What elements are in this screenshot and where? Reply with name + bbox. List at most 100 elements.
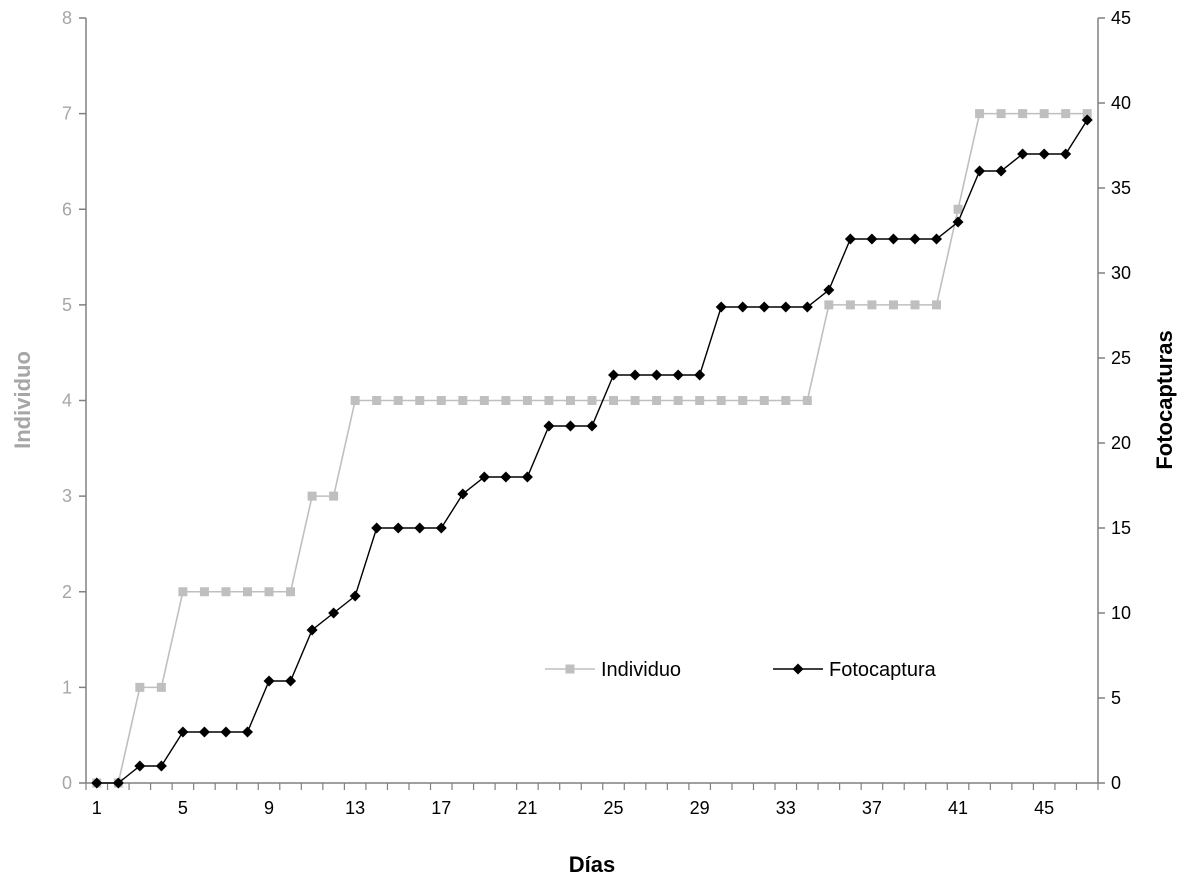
individuo-point: [479, 396, 489, 405]
fotocaptura-point: [608, 369, 620, 381]
x-tick-label: 21: [517, 798, 537, 818]
fotocaptura-point: [1081, 114, 1093, 126]
left-tick-label: 2: [62, 582, 72, 602]
x-tick-label: 13: [345, 798, 365, 818]
left-tick-label: 7: [62, 104, 72, 124]
fotocaptura-point: [392, 522, 404, 534]
individuo-point: [996, 109, 1006, 119]
x-tick-label: 17: [431, 798, 451, 818]
fotocaptura-point: [500, 471, 512, 483]
individuo-point: [565, 396, 575, 405]
x-tick-label: 29: [690, 798, 710, 818]
individuo-point: [759, 396, 769, 405]
individuo-point: [802, 396, 812, 405]
fotocaptura-point: [371, 522, 383, 534]
left-tick-label: 3: [62, 486, 72, 506]
individuo-point: [673, 396, 683, 405]
right-tick-label: 15: [1111, 518, 1131, 538]
individuo-point: [1018, 109, 1028, 119]
individuo-point: [910, 300, 920, 310]
x-axis-title: Días: [569, 852, 615, 877]
fotocaptura-point: [91, 777, 103, 789]
individuo-point: [867, 300, 877, 310]
individuo-point: [888, 300, 898, 310]
fotocaptura-point: [198, 726, 210, 738]
individuo-point: [286, 587, 296, 597]
fotocaptura-point: [758, 301, 770, 313]
right-axis-title: Fotocapturas: [1152, 330, 1177, 469]
individuo-point: [1082, 109, 1092, 119]
fotocaptura-point: [844, 233, 856, 245]
fotocaptura-point: [177, 726, 189, 738]
individuo-point: [135, 682, 145, 692]
series-layer: [91, 109, 1093, 789]
fotocaptura-point: [564, 420, 576, 432]
fotocaptura-point: [349, 590, 361, 602]
right-tick-label: 25: [1111, 348, 1131, 368]
series-fotocaptura: [91, 114, 1093, 789]
right-tick-label: 10: [1111, 603, 1131, 623]
left-tick-label: 1: [62, 677, 72, 697]
left-tick-label: 6: [62, 199, 72, 219]
individuo-point: [738, 396, 748, 405]
individuo-point: [845, 300, 855, 310]
individuo-point: [522, 396, 532, 405]
right-tick-label: 5: [1111, 688, 1121, 708]
fotocaptura-point: [887, 233, 899, 245]
fotocaptura-point: [672, 369, 684, 381]
individuo-point: [695, 396, 705, 405]
right-tick-label: 35: [1111, 178, 1131, 198]
x-tick-label: 45: [1034, 798, 1054, 818]
legend-item-fotocaptura: Fotocaptura: [773, 659, 937, 681]
individuo-point: [221, 587, 231, 597]
fotocaptura-point: [715, 301, 727, 313]
individuo-point: [156, 682, 166, 692]
fotocaptura-point: [263, 675, 275, 687]
individuo-point: [415, 396, 425, 405]
fotocaptura-point: [931, 233, 943, 245]
left-tick-label: 0: [62, 773, 72, 793]
individuo-point: [393, 396, 403, 405]
individuo-point: [630, 396, 640, 405]
fotocaptura-point: [220, 726, 232, 738]
legend: Individuo Fotocaptura: [545, 659, 937, 681]
fotocaptura-point: [241, 726, 253, 738]
individuo-point: [350, 396, 360, 405]
fotocaptura-point: [866, 233, 878, 245]
individuo-point: [329, 491, 339, 501]
individuo-point: [458, 396, 468, 405]
left-tick-label: 4: [62, 391, 72, 411]
fotocaptura-point: [435, 522, 447, 534]
left-tick-label: 8: [62, 8, 72, 28]
fotocaptura-point: [155, 760, 167, 772]
fotocaptura-point: [1060, 148, 1072, 160]
individuo-point: [953, 204, 963, 214]
fotocaptura-point: [823, 284, 835, 296]
individuo-point: [199, 587, 209, 597]
fotocaptura-point: [1038, 148, 1050, 160]
fotocaptura-point: [285, 675, 297, 687]
fotocaptura-point: [629, 369, 641, 381]
individuo-point: [975, 109, 985, 119]
series-line-fotocaptura: [96, 119, 1088, 784]
fotocaptura-point: [586, 420, 598, 432]
fotocaptura-point: [995, 165, 1007, 177]
fotocaptura-point: [651, 369, 663, 381]
x-tick-label: 25: [604, 798, 624, 818]
fotocaptura-point: [543, 420, 555, 432]
individuo-point: [242, 587, 252, 597]
individuo-point: [609, 396, 619, 405]
individuo-point: [587, 396, 597, 405]
fotocaptura-point: [737, 301, 749, 313]
right-tick-label: 45: [1111, 8, 1131, 28]
individuo-point: [716, 396, 726, 405]
individuo-point: [1039, 109, 1049, 119]
individuo-point: [178, 587, 188, 597]
individuo-point: [824, 300, 834, 310]
fotocaptura-point: [414, 522, 426, 534]
fotocaptura-point: [521, 471, 533, 483]
individuo-point: [652, 396, 662, 405]
left-axis-title: Individuo: [10, 351, 35, 449]
series-individuo: [92, 109, 1092, 788]
